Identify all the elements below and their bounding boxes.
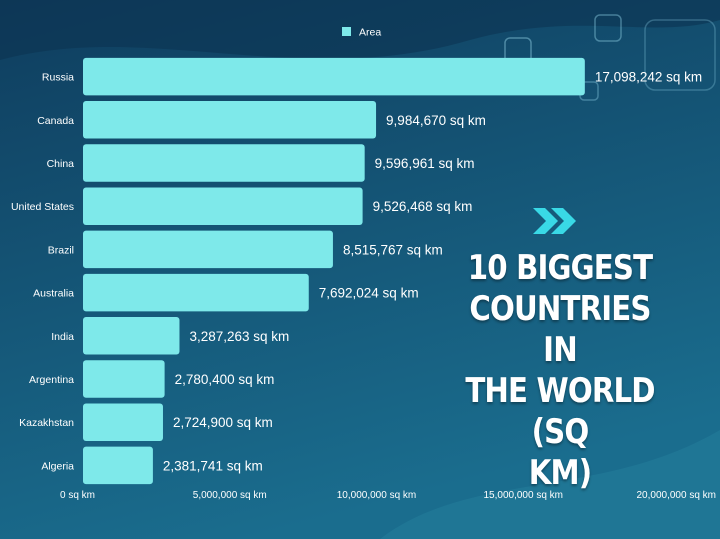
category-label: Australia — [33, 288, 74, 300]
double-chevron-right-icon — [533, 208, 576, 234]
background-wave — [0, 0, 720, 60]
data-label: 8,515,767 sq km — [343, 242, 443, 257]
data-label: 9,984,670 sq km — [386, 113, 486, 128]
bar — [83, 187, 363, 225]
x-tick-label: 5,000,000 sq km — [193, 490, 267, 501]
data-label: 3,287,263 sq km — [189, 329, 289, 344]
headline-line: KM) — [528, 453, 592, 493]
data-label: 17,098,242 sq km — [595, 70, 702, 85]
data-label: 2,381,741 sq km — [163, 458, 263, 473]
background-wave — [380, 430, 720, 539]
category-label: United States — [11, 201, 74, 213]
bar — [83, 317, 180, 355]
data-label: 7,692,024 sq km — [319, 286, 419, 301]
headline-title: 10 BIGGEST COUNTRIES IN THE WORLD (SQ KM… — [464, 248, 657, 494]
category-label: China — [47, 158, 75, 170]
bar — [83, 403, 163, 441]
bar — [83, 230, 333, 269]
bar — [83, 446, 153, 485]
category-label: India — [51, 331, 74, 343]
data-label: 9,526,468 sq km — [373, 199, 473, 214]
data-label: 2,724,900 sq km — [173, 415, 273, 430]
category-label: Algeria — [41, 460, 74, 472]
headline-line: 10 BIGGEST — [467, 248, 653, 288]
data-label: 9,596,961 sq km — [375, 156, 475, 171]
bar — [83, 101, 377, 139]
bar — [83, 273, 309, 312]
decor-square — [644, 19, 716, 91]
data-label: 2,780,400 sq km — [175, 372, 275, 387]
category-label: Brazil — [48, 244, 74, 256]
decor-square — [594, 14, 622, 42]
category-label: Canada — [37, 115, 74, 127]
category-label: Kazakhstan — [19, 417, 74, 429]
x-tick-label: 0 sq km — [60, 490, 95, 501]
legend-label: Area — [359, 27, 381, 39]
bar — [83, 57, 585, 96]
legend-swatch — [342, 27, 351, 36]
x-tick-label: 20,000,000 sq km — [637, 490, 717, 501]
bar — [83, 144, 365, 182]
headline-line: THE WORLD (SQ — [465, 371, 655, 452]
category-label: Russia — [42, 72, 74, 84]
x-tick-label: 10,000,000 sq km — [337, 490, 417, 501]
x-tick-label: 15,000,000 sq km — [484, 490, 564, 501]
category-label: Argentina — [29, 374, 74, 386]
headline-line: COUNTRIES IN — [469, 289, 651, 370]
bar — [83, 360, 165, 398]
